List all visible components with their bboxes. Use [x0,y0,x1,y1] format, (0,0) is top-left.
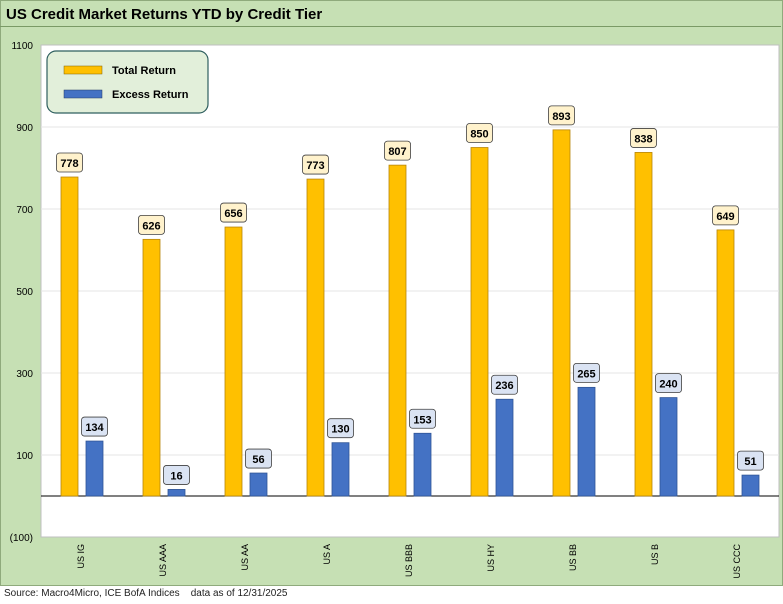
gridlines [41,126,779,456]
data-label-box-total-return [220,202,247,223]
data-label-box-excess-return [163,465,190,485]
y-tick-label: (100) [10,533,33,544]
x-category-label: US AAA [158,544,168,577]
data-label-box-total-return [384,140,411,161]
legend-label-total-return: Total Return [112,65,176,77]
bars [60,129,760,497]
data-label-total-return: 626 [142,220,160,232]
source-note: Source: Macro4Micro, ICE BofA Indices da… [4,588,288,599]
y-tick-label: 500 [16,287,33,298]
category-labels: US IG US AAA US AA US A US BBB US HY US BB US B… [76,544,742,579]
bar-excess-return [659,397,678,497]
bar-excess-return [331,442,350,497]
data-label-total-return: 807 [388,146,406,158]
bar-total-return [306,178,325,497]
data-label-box-excess-return [573,362,600,383]
data-label-total-return: 656 [224,208,242,220]
data-label-box-excess-return [327,418,354,439]
bar-total-return [224,226,243,497]
bar-total-return [388,164,407,497]
data-labels: 778 134 626 16 656 56 773 130 807 153 850 236 893 265… [56,105,764,485]
data-label-box-excess-return [655,373,682,394]
x-category-label: US AA [240,544,250,571]
legend-box [46,50,209,114]
x-category-label: US CCC [732,544,742,579]
x-category-label: US BB [568,544,578,571]
data-label-total-return: 778 [60,158,78,170]
data-label-total-return: 773 [306,160,324,172]
bar-excess-return [577,386,596,497]
bar-excess-return [167,489,186,497]
bar-excess-return [85,440,104,497]
data-label-excess-return: 265 [577,368,595,380]
data-label-box-total-return [712,205,739,226]
y-tick-label: 300 [16,369,33,380]
data-label-excess-return: 134 [85,422,104,434]
bar-total-return [142,238,161,497]
bar-chart: (100) 100 300 500 700 900 1100 778 134 626 16 656 5… [10,41,780,579]
x-category-label: US BBB [404,544,414,577]
chart-title: US Credit Market Returns YTD by Credit T… [6,6,323,23]
data-label-excess-return: 56 [252,454,264,466]
x-category-label: US HY [486,544,496,572]
data-label-total-return: 649 [716,211,734,223]
bar-excess-return [741,474,760,497]
data-label-box-total-return [466,123,493,143]
title-divider [0,26,781,27]
legend: Total Return Excess Return [46,50,209,114]
data-label-box-total-return [138,214,165,235]
data-label-excess-return: 236 [495,380,513,392]
data-label-box-total-return [630,128,657,148]
data-label-excess-return: 51 [744,456,756,468]
y-tick-label: 700 [16,205,33,216]
legend-swatch-excess-return [63,89,103,99]
bar-total-return [60,176,79,497]
bar-total-return [716,229,735,497]
data-label-box-total-return [302,154,329,175]
bar-total-return [470,147,489,497]
bar-excess-return [413,432,432,497]
y-axis-ticks: (100) 100 300 500 700 900 1100 [10,41,34,544]
data-label-box-excess-return [491,374,518,395]
data-label-total-return: 838 [634,133,652,145]
x-category-label: US A [322,544,332,565]
data-label-total-return: 893 [552,111,570,123]
data-label-total-return: 850 [470,129,488,141]
y-tick-label: 1100 [11,41,33,52]
data-label-box-excess-return [409,408,436,429]
bar-total-return [552,129,571,497]
x-category-label: US IG [76,544,86,569]
data-label-box-excess-return [81,416,108,437]
legend-swatch-total-return [63,65,103,75]
data-label-excess-return: 130 [331,424,349,436]
bar-excess-return [249,472,268,497]
y-tick-label: 900 [16,123,33,134]
data-label-excess-return: 153 [413,414,431,426]
y-tick-label: 100 [16,451,33,462]
data-label-box-total-return [56,152,83,173]
data-label-excess-return: 240 [659,379,677,391]
data-label-box-excess-return [737,450,764,471]
bar-excess-return [495,398,514,497]
data-label-box-total-return [548,105,575,126]
bar-total-return [634,152,653,497]
data-label-box-excess-return [245,448,272,469]
data-label-excess-return: 16 [170,470,182,482]
x-category-label: US B [650,544,660,565]
legend-label-excess-return: Excess Return [112,89,189,101]
